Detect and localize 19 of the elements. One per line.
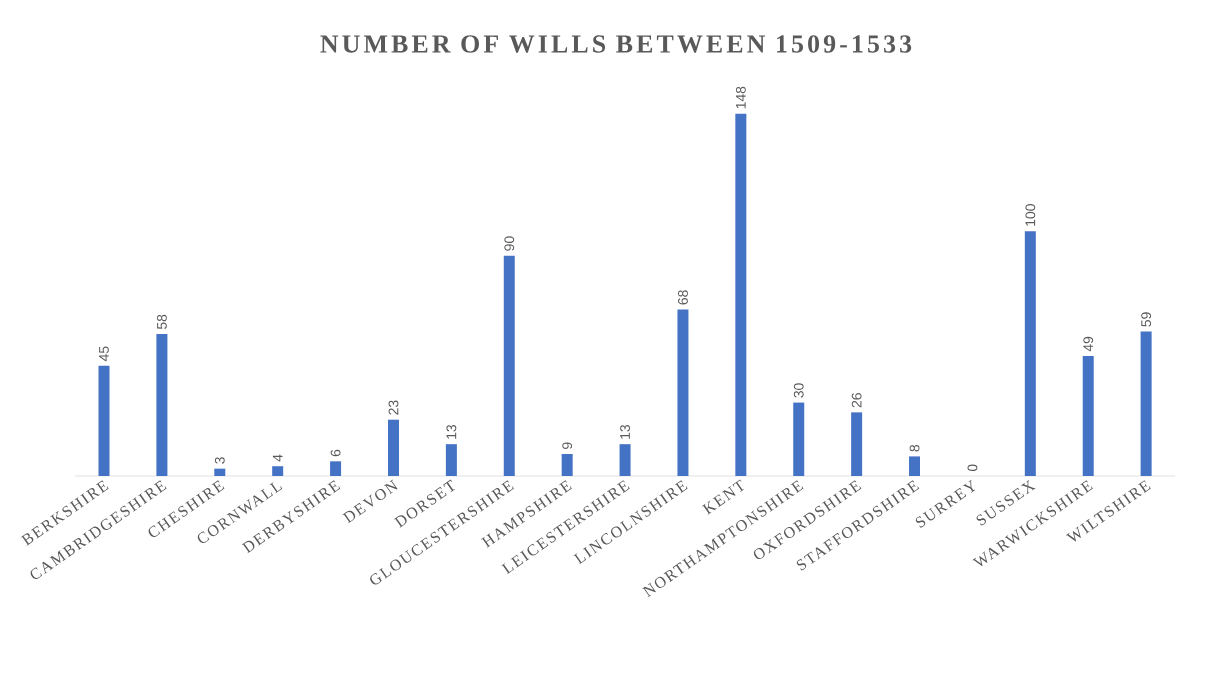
bar bbox=[1140, 331, 1152, 476]
bar bbox=[909, 456, 921, 476]
bar bbox=[503, 255, 515, 476]
bar bbox=[156, 334, 168, 476]
bar bbox=[1082, 356, 1094, 476]
bar bbox=[214, 468, 226, 476]
bar bbox=[677, 309, 689, 476]
bar bbox=[272, 466, 284, 476]
bar bbox=[735, 113, 747, 476]
bar bbox=[330, 461, 342, 476]
bar bbox=[387, 419, 399, 476]
bar bbox=[561, 453, 573, 476]
bar bbox=[445, 444, 457, 476]
chart-title: NUMBER OF WILLS BETWEEN 1509-1533 bbox=[320, 35, 912, 53]
bar bbox=[793, 402, 805, 476]
bar bbox=[619, 444, 631, 476]
bar bbox=[98, 365, 110, 476]
bar bbox=[851, 412, 863, 476]
bar bbox=[1024, 231, 1036, 476]
